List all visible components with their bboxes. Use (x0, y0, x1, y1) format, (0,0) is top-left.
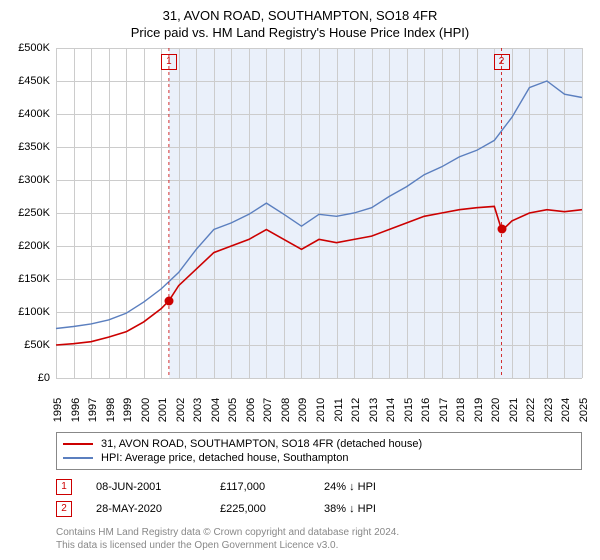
x-tick-label: 2008 (276, 398, 292, 422)
gridline-horizontal (56, 378, 582, 379)
event-row-delta: 24% ↓ HPI (324, 481, 424, 493)
event-row: 1 08-JUN-2001 £117,000 24% ↓ HPI (56, 476, 582, 498)
x-tick-label: 2013 (364, 398, 380, 422)
x-tick-label: 2005 (223, 398, 239, 422)
x-tick-label: 2007 (258, 398, 274, 422)
x-tick-label: 2024 (556, 398, 572, 422)
attribution-line2: This data is licensed under the Open Gov… (56, 539, 582, 552)
x-tick-label: 2023 (539, 398, 555, 422)
x-tick-label: 2022 (521, 398, 537, 422)
y-tick-label: £50K (24, 339, 56, 351)
event-row-date: 28-MAY-2020 (96, 503, 196, 515)
x-tick-label: 2010 (311, 398, 327, 422)
x-tick-label: 2009 (293, 398, 309, 422)
x-tick-label: 2019 (469, 398, 485, 422)
event-marker (497, 225, 506, 234)
series-line-hpi (56, 81, 582, 329)
x-tick-label: 1997 (83, 398, 99, 422)
x-tick-label: 1996 (66, 398, 82, 422)
event-row: 2 28-MAY-2020 £225,000 38% ↓ HPI (56, 498, 582, 520)
y-tick-label: £350K (18, 141, 56, 153)
x-tick-label: 1995 (48, 398, 64, 422)
x-tick-label: 2018 (451, 398, 467, 422)
legend: 31, AVON ROAD, SOUTHAMPTON, SO18 4FR (de… (56, 432, 582, 470)
y-tick-label: £100K (18, 306, 56, 318)
x-tick-label: 2003 (188, 398, 204, 422)
event-marker (164, 296, 173, 305)
y-tick-label: £300K (18, 174, 56, 186)
event-row-price: £225,000 (220, 503, 300, 515)
y-tick-label: £450K (18, 75, 56, 87)
event-index-badge: 2 (494, 54, 510, 70)
y-tick-label: £150K (18, 273, 56, 285)
chart-container: 31, AVON ROAD, SOUTHAMPTON, SO18 4FR Pri… (0, 0, 600, 552)
y-tick-label: £200K (18, 240, 56, 252)
legend-swatch (63, 443, 93, 445)
legend-item: 31, AVON ROAD, SOUTHAMPTON, SO18 4FR (de… (63, 437, 575, 451)
x-tick-label: 2000 (136, 398, 152, 422)
x-tick-label: 2012 (346, 398, 362, 422)
y-tick-label: £500K (18, 42, 56, 54)
x-tick-label: 2001 (153, 398, 169, 422)
x-tick-label: 2025 (574, 398, 590, 422)
events-table: 1 08-JUN-2001 £117,000 24% ↓ HPI 2 28-MAY-202… (56, 476, 582, 520)
plot-area: £0£50K£100K£150K£200K£250K£300K£350K£400… (56, 48, 582, 378)
event-row-price: £117,000 (220, 481, 300, 493)
event-row-index: 2 (56, 501, 72, 517)
event-row-delta: 38% ↓ HPI (324, 503, 424, 515)
legend-label: 31, AVON ROAD, SOUTHAMPTON, SO18 4FR (de… (101, 438, 422, 450)
y-tick-label: £0 (38, 372, 56, 384)
legend-item: HPI: Average price, detached house, Sout… (63, 451, 575, 465)
y-tick-label: £400K (18, 108, 56, 120)
x-tick-label: 2016 (416, 398, 432, 422)
event-row-date: 08-JUN-2001 (96, 481, 196, 493)
x-tick-label: 2015 (399, 398, 415, 422)
x-tick-label: 2014 (381, 398, 397, 422)
x-tick-label: 2021 (504, 398, 520, 422)
x-tick-label: 2002 (171, 398, 187, 422)
event-row-index: 1 (56, 479, 72, 495)
x-tick-label: 2004 (206, 398, 222, 422)
series-svg (56, 48, 582, 378)
gridline-vertical (582, 48, 583, 378)
x-tick-label: 2006 (241, 398, 257, 422)
x-tick-label: 2020 (486, 398, 502, 422)
x-tick-label: 2011 (329, 398, 345, 422)
legend-swatch (63, 457, 93, 459)
chart-subtitle: Price paid vs. HM Land Registry's House … (10, 25, 590, 42)
x-tick-label: 1998 (101, 398, 117, 422)
event-index-badge: 1 (161, 54, 177, 70)
x-tick-label: 2017 (434, 398, 450, 422)
attribution: Contains HM Land Registry data © Crown c… (56, 526, 582, 552)
x-tick-label: 1999 (118, 398, 134, 422)
y-tick-label: £250K (18, 207, 56, 219)
chart-title-block: 31, AVON ROAD, SOUTHAMPTON, SO18 4FR Pri… (0, 0, 600, 48)
attribution-line1: Contains HM Land Registry data © Crown c… (56, 526, 582, 539)
chart-title: 31, AVON ROAD, SOUTHAMPTON, SO18 4FR (10, 8, 590, 25)
legend-label: HPI: Average price, detached house, Sout… (101, 452, 348, 464)
